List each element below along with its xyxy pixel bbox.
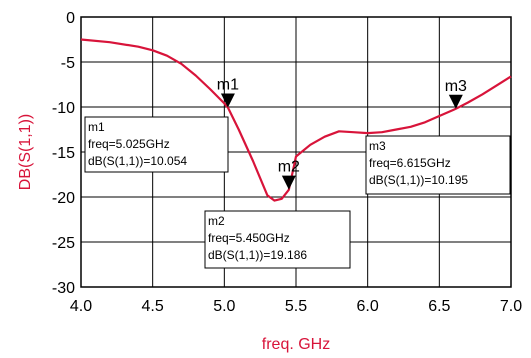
marker-name-label: m2 xyxy=(278,159,300,176)
y-axis-label: DB(S(1,1)) xyxy=(17,114,34,190)
markers: m1 m1 freq=5.025GHz dB(S(1,1))=10.054 m2 m2 fr… xyxy=(84,76,511,269)
marker-m2: m2 m2 freq=5.450GHz dB(S(1,1))=19.186 xyxy=(204,159,351,269)
x-tick-label: 5.0 xyxy=(213,298,235,315)
x-tick-labels: 4.0 4.5 5.0 5.5 6.0 6.5 7.0 xyxy=(70,298,522,315)
marker-readout-line: freq=5.025GHz xyxy=(88,137,170,151)
marker-triangle xyxy=(220,93,235,108)
marker-readout-line: freq=5.450GHz xyxy=(208,231,290,245)
x-tick-label: 4.0 xyxy=(70,298,92,315)
y-tick-label: -10 xyxy=(52,100,75,117)
x-axis-label: freq. GHz xyxy=(262,336,330,353)
marker-name-label: m3 xyxy=(445,78,467,95)
marker-name-label: m1 xyxy=(217,76,239,93)
y-tick-label: -15 xyxy=(52,145,75,162)
y-tick-label: -30 xyxy=(52,280,75,297)
x-tick-label: 7.0 xyxy=(500,298,522,315)
y-tick-label: 0 xyxy=(66,10,75,27)
y-tick-labels: 0 -5 -10 -15 -20 -25 -30 xyxy=(52,10,75,297)
marker-readout-box xyxy=(204,210,351,269)
marker-readout-line: m2 xyxy=(208,214,225,228)
marker-triangle xyxy=(281,175,296,190)
x-tick-label: 6.0 xyxy=(357,298,379,315)
plot-area-border xyxy=(80,16,512,288)
marker-readout-line: m1 xyxy=(88,120,105,134)
y-tick-label: -25 xyxy=(52,235,75,252)
y-tick-label: -20 xyxy=(52,190,75,207)
x-tick-label: 5.5 xyxy=(285,298,307,315)
marker-readout-line: dB(S(1,1))=19.186 xyxy=(208,248,307,262)
x-tick-label: 6.5 xyxy=(428,298,450,315)
marker-m3: m3 m3 freq=6.615GHz dB(S(1,1))=10.195 xyxy=(365,78,511,195)
marker-m1: m1 m1 freq=5.025GHz dB(S(1,1))=10.054 xyxy=(84,76,239,173)
marker-readout-box xyxy=(84,116,229,173)
marker-readout-line: dB(S(1,1))=10.054 xyxy=(88,154,187,168)
marker-triangle xyxy=(448,94,463,109)
x-tick-label: 4.5 xyxy=(142,298,164,315)
y-tick-label: -5 xyxy=(61,55,75,72)
marker-readout-box xyxy=(365,135,511,195)
series-line xyxy=(80,38,512,202)
marker-readout-line: dB(S(1,1))=10.195 xyxy=(369,173,468,187)
marker-readout-line: freq=6.615GHz xyxy=(369,156,451,170)
marker-readout-line: m3 xyxy=(369,139,386,153)
